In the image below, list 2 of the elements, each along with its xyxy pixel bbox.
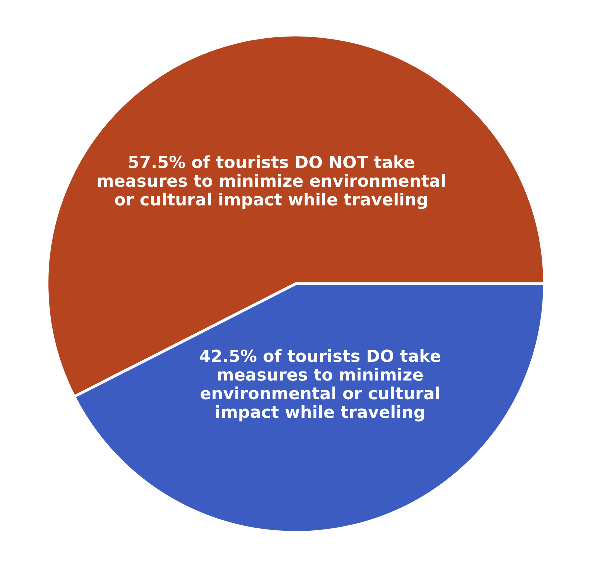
- slice-label: 57.5% of tourists DO NOT take measures to minimize environmental or cultural impact while traveling: [98, 156, 445, 210]
- slice-label: 42.5% of tourists DO take measures to minimize environmental or cultural impact while traveling: [200, 349, 441, 422]
